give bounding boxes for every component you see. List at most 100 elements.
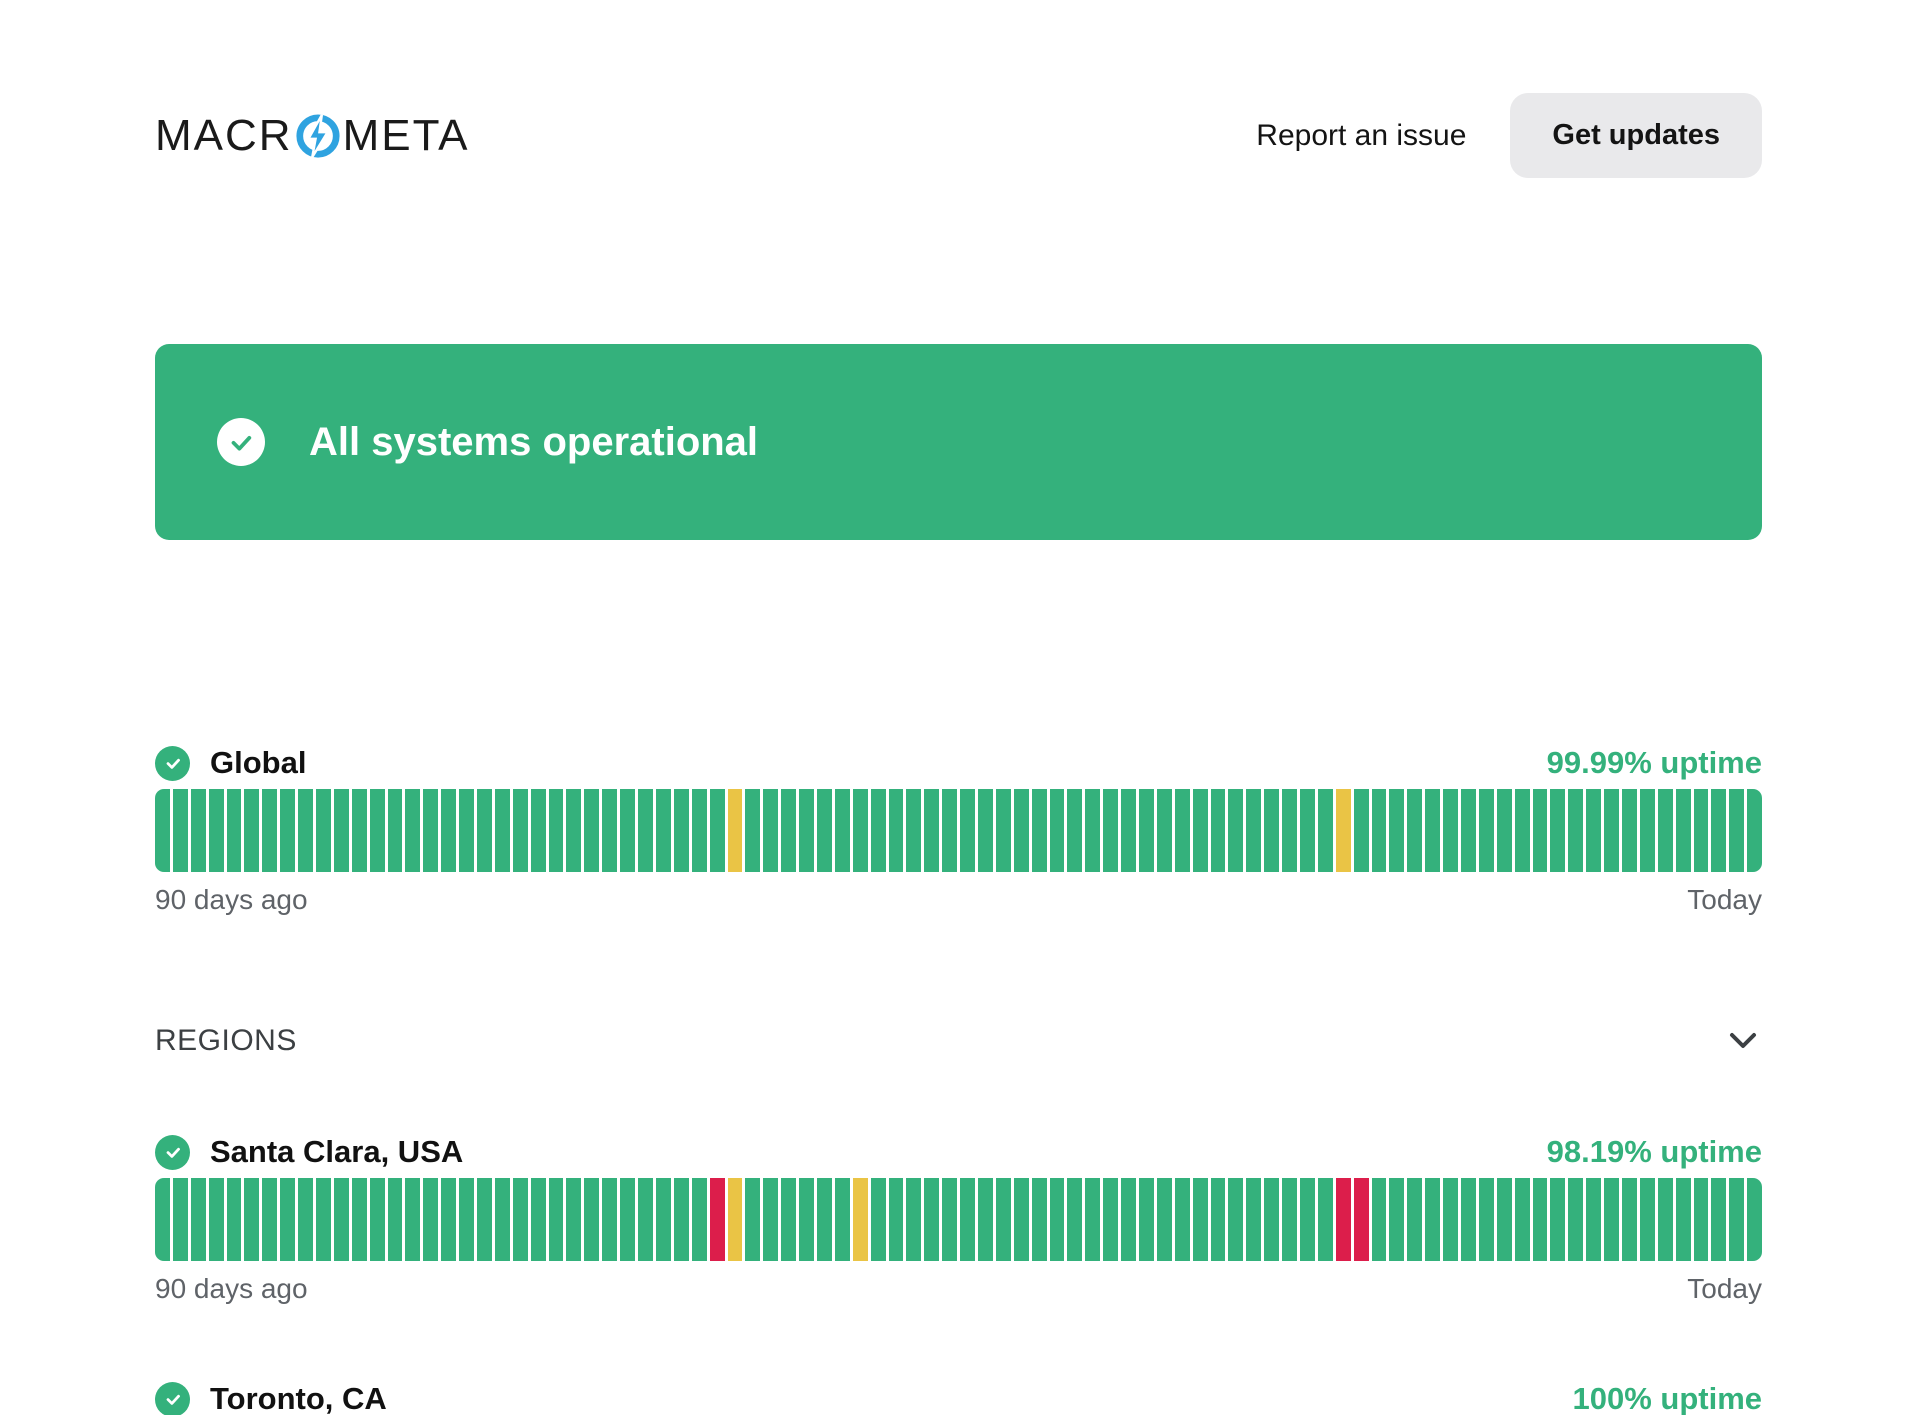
day-bar[interactable]	[870, 1178, 886, 1261]
day-bar[interactable]	[244, 789, 260, 872]
day-bar[interactable]	[1478, 789, 1494, 872]
day-bar[interactable]	[1031, 1178, 1047, 1261]
day-bar[interactable]	[781, 789, 797, 872]
day-bar[interactable]	[816, 1178, 832, 1261]
day-bar[interactable]	[387, 1178, 403, 1261]
day-bar[interactable]	[566, 1178, 582, 1261]
day-bar[interactable]	[387, 789, 403, 872]
day-bar[interactable]	[1514, 789, 1530, 872]
day-bar[interactable]	[1013, 789, 1029, 872]
day-bar[interactable]	[977, 789, 993, 872]
day-bar[interactable]	[1210, 1178, 1226, 1261]
day-bar[interactable]	[548, 1178, 564, 1261]
day-bar[interactable]	[441, 1178, 457, 1261]
day-bar[interactable]	[1550, 789, 1566, 872]
day-bar[interactable]	[1335, 1178, 1351, 1261]
day-bar[interactable]	[655, 1178, 671, 1261]
day-bar[interactable]	[1729, 789, 1745, 872]
day-bar[interactable]	[1264, 1178, 1280, 1261]
day-bar[interactable]	[351, 789, 367, 872]
day-bar[interactable]	[709, 1178, 725, 1261]
day-bar[interactable]	[1693, 1178, 1709, 1261]
day-bar[interactable]	[1371, 789, 1387, 872]
day-bar[interactable]	[1103, 1178, 1119, 1261]
day-bar[interactable]	[333, 1178, 349, 1261]
day-bar[interactable]	[1192, 1178, 1208, 1261]
day-bar[interactable]	[709, 789, 725, 872]
day-bar[interactable]	[1532, 1178, 1548, 1261]
day-bar[interactable]	[799, 1178, 814, 1261]
day-bar[interactable]	[1067, 789, 1083, 872]
day-bar[interactable]	[477, 789, 492, 872]
day-bar[interactable]	[834, 789, 850, 872]
day-bar[interactable]	[1729, 1178, 1745, 1261]
day-bar[interactable]	[942, 789, 958, 872]
day-bar[interactable]	[1568, 1178, 1584, 1261]
day-bar[interactable]	[763, 789, 779, 872]
day-bar[interactable]	[1282, 789, 1297, 872]
day-bar[interactable]	[1138, 789, 1154, 872]
day-bar[interactable]	[494, 1178, 510, 1261]
day-bar[interactable]	[405, 1178, 421, 1261]
day-bar[interactable]	[1049, 789, 1065, 872]
day-bar[interactable]	[262, 789, 278, 872]
day-bar[interactable]	[423, 789, 439, 872]
day-bar[interactable]	[1604, 1178, 1620, 1261]
day-bar[interactable]	[1657, 789, 1673, 872]
day-bar[interactable]	[1496, 1178, 1512, 1261]
day-bar[interactable]	[1353, 789, 1369, 872]
day-bar[interactable]	[673, 1178, 689, 1261]
day-bar[interactable]	[1711, 789, 1727, 872]
day-bar[interactable]	[226, 1178, 242, 1261]
day-bar[interactable]	[1622, 789, 1637, 872]
day-bar[interactable]	[280, 789, 296, 872]
day-bar[interactable]	[727, 1178, 743, 1261]
day-bar[interactable]	[1461, 1178, 1476, 1261]
day-bar[interactable]	[1300, 789, 1315, 872]
day-bar[interactable]	[262, 1178, 278, 1261]
day-bar[interactable]	[1282, 1178, 1297, 1261]
day-bar[interactable]	[1121, 1178, 1136, 1261]
day-bar[interactable]	[530, 1178, 546, 1261]
day-bar[interactable]	[477, 1178, 492, 1261]
day-bar[interactable]	[351, 1178, 367, 1261]
day-bar[interactable]	[1639, 1178, 1655, 1261]
day-bar[interactable]	[852, 1178, 868, 1261]
day-bar[interactable]	[1031, 789, 1047, 872]
day-bar[interactable]	[1156, 789, 1172, 872]
day-bar[interactable]	[1586, 789, 1602, 872]
macrometa-logo[interactable]: MACR META	[155, 111, 470, 161]
day-bar[interactable]	[1478, 1178, 1494, 1261]
day-bar[interactable]	[190, 1178, 206, 1261]
day-bar[interactable]	[441, 789, 457, 872]
day-bar[interactable]	[155, 789, 170, 872]
day-bar[interactable]	[1300, 1178, 1315, 1261]
day-bar[interactable]	[816, 789, 832, 872]
day-bar[interactable]	[1514, 1178, 1530, 1261]
day-bar[interactable]	[298, 789, 314, 872]
day-bar[interactable]	[977, 1178, 993, 1261]
day-bar[interactable]	[1156, 1178, 1172, 1261]
day-bar[interactable]	[1425, 1178, 1441, 1261]
day-bar[interactable]	[316, 789, 331, 872]
day-bar[interactable]	[1532, 789, 1548, 872]
day-bar[interactable]	[459, 789, 475, 872]
day-bar[interactable]	[1371, 1178, 1387, 1261]
day-bar[interactable]	[655, 789, 671, 872]
day-bar[interactable]	[530, 789, 546, 872]
day-bar[interactable]	[1210, 789, 1226, 872]
day-bar[interactable]	[1317, 1178, 1333, 1261]
report-issue-link[interactable]: Report an issue	[1256, 118, 1467, 152]
day-bar[interactable]	[942, 1178, 958, 1261]
day-bar[interactable]	[1389, 789, 1405, 872]
day-bar[interactable]	[172, 789, 188, 872]
day-bar[interactable]	[1085, 1178, 1101, 1261]
day-bar[interactable]	[494, 789, 510, 872]
day-bar[interactable]	[1103, 789, 1119, 872]
day-bar[interactable]	[1353, 1178, 1369, 1261]
day-bar[interactable]	[1747, 1178, 1763, 1261]
day-bar[interactable]	[620, 789, 636, 872]
day-bar[interactable]	[1407, 1178, 1423, 1261]
day-bar[interactable]	[602, 789, 618, 872]
day-bar[interactable]	[906, 789, 922, 872]
